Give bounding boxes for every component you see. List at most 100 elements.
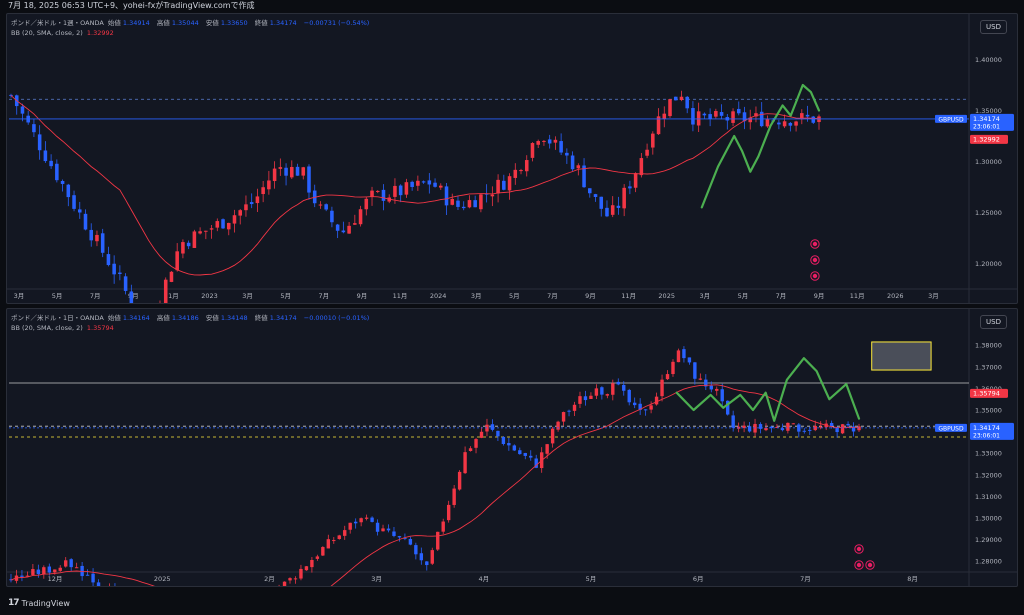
daily-candle-body[interactable] [677,350,680,362]
weekly-candle-body[interactable] [622,188,626,209]
daily-candle-body[interactable] [584,396,587,400]
weekly-candle-body[interactable] [789,123,793,126]
daily-candle-body[interactable] [633,403,636,405]
daily-candle-body[interactable] [42,567,45,574]
daily-candles[interactable] [9,346,860,586]
weekly-candle-body[interactable] [450,199,454,205]
daily-candle-body[interactable] [414,545,417,554]
weekly-candle-body[interactable] [216,221,220,228]
daily-candle-body[interactable] [59,568,62,571]
weekly-candle-body[interactable] [181,242,185,253]
weekly-candle-body[interactable] [290,167,294,177]
weekly-candle-body[interactable] [130,291,134,303]
daily-candle-body[interactable] [857,426,860,430]
daily-candle-body[interactable] [381,528,384,531]
weekly-candle-body[interactable] [410,182,414,187]
daily-candle-body[interactable] [617,382,620,385]
weekly-candle-body[interactable] [124,276,128,291]
daily-candle-body[interactable] [578,396,581,404]
weekly-candle-body[interactable] [164,280,168,303]
daily-rectangle-drawing[interactable] [872,342,931,370]
weekly-candlestick-chart[interactable]: 1.40000 1.35000 1.30000 1.25000 1.20000 3月 5月 7… [7,14,1017,303]
weekly-candle-body[interactable] [663,114,667,119]
weekly-candle-body[interactable] [221,219,225,228]
weekly-candle-body[interactable] [72,195,76,209]
daily-candle-body[interactable] [753,424,756,433]
weekly-candle-body[interactable] [170,272,174,282]
weekly-candle-body[interactable] [233,215,237,223]
weekly-candle-body[interactable] [445,186,449,205]
daily-candle-body[interactable] [69,559,72,567]
weekly-candle-body[interactable] [811,117,815,123]
weekly-candle-body[interactable] [336,225,340,231]
weekly-candle-body[interactable] [324,204,328,209]
daily-candle-body[interactable] [409,539,412,545]
daily-candle-body[interactable] [622,385,625,391]
weekly-candle-body[interactable] [559,141,563,152]
daily-candle-body[interactable] [398,536,401,537]
daily-candle-body[interactable] [731,415,734,427]
weekly-candle-body[interactable] [674,97,678,101]
weekly-candle-body[interactable] [531,143,535,158]
weekly-candle-body[interactable] [439,186,443,188]
weekly-candle-body[interactable] [267,180,271,189]
daily-candlestick-chart[interactable]: 1.380001.370001.360001.350001.340001.330… [7,309,1017,586]
weekly-candle-body[interactable] [502,181,506,190]
daily-candle-body[interactable] [294,578,297,579]
weekly-candle-body[interactable] [783,121,787,126]
daily-candle-body[interactable] [518,450,521,454]
daily-candle-body[interactable] [310,560,313,567]
daily-candle-body[interactable] [480,432,483,438]
weekly-candle-body[interactable] [577,165,581,168]
daily-candle-body[interactable] [710,386,713,390]
weekly-candle-body[interactable] [370,191,374,197]
weekly-candle-body[interactable] [611,205,615,215]
daily-candle-body[interactable] [748,426,751,431]
daily-candle-body[interactable] [463,452,466,473]
daily-candle-body[interactable] [387,529,390,531]
weekly-candle-body[interactable] [645,150,649,156]
weekly-candle-body[interactable] [284,168,288,176]
daily-candle-body[interactable] [97,582,100,586]
daily-candle-body[interactable] [507,443,510,445]
daily-candle-body[interactable] [513,445,516,450]
weekly-candle-body[interactable] [685,97,689,108]
daily-candle-body[interactable] [338,535,341,539]
weekly-candle-body[interactable] [296,167,300,176]
weekly-candle-body[interactable] [806,115,810,117]
weekly-candle-body[interactable] [571,156,575,170]
tradingview-logo[interactable]: 17 TradingView [8,598,70,608]
weekly-candle-body[interactable] [668,99,672,116]
weekly-candle-body[interactable] [89,230,93,240]
weekly-candle-body[interactable] [250,202,254,204]
daily-candle-body[interactable] [37,570,40,575]
weekly-candle-body[interactable] [101,233,105,252]
daily-candle-body[interactable] [611,383,614,394]
daily-candle-body[interactable] [458,472,461,490]
daily-candle-body[interactable] [75,567,78,568]
weekly-candle-body[interactable] [353,223,357,225]
weekly-candle-body[interactable] [198,231,202,233]
weekly-candle-body[interactable] [605,208,609,216]
daily-bb-basis-line[interactable] [11,385,859,586]
daily-candle-body[interactable] [447,505,450,520]
daily-candle-body[interactable] [830,423,833,426]
daily-candle-body[interactable] [551,429,554,444]
weekly-candle-body[interactable] [210,228,214,229]
daily-candle-body[interactable] [688,357,691,362]
weekly-candle-body[interactable] [107,254,111,265]
weekly-candle-body[interactable] [766,119,770,126]
weekly-candle-body[interactable] [731,111,735,123]
daily-candle-body[interactable] [671,362,674,374]
daily-candle-body[interactable] [545,444,548,454]
daily-candle-body[interactable] [48,567,51,573]
weekly-candle-body[interactable] [691,108,695,125]
daily-candle-body[interactable] [53,569,56,572]
weekly-candle-body[interactable] [462,207,466,208]
weekly-candle-body[interactable] [548,139,552,143]
daily-candle-body[interactable] [502,437,505,444]
daily-candle-body[interactable] [420,553,423,560]
weekly-candle-body[interactable] [330,211,334,222]
weekly-candle-body[interactable] [95,235,99,241]
weekly-candle-body[interactable] [468,200,472,207]
